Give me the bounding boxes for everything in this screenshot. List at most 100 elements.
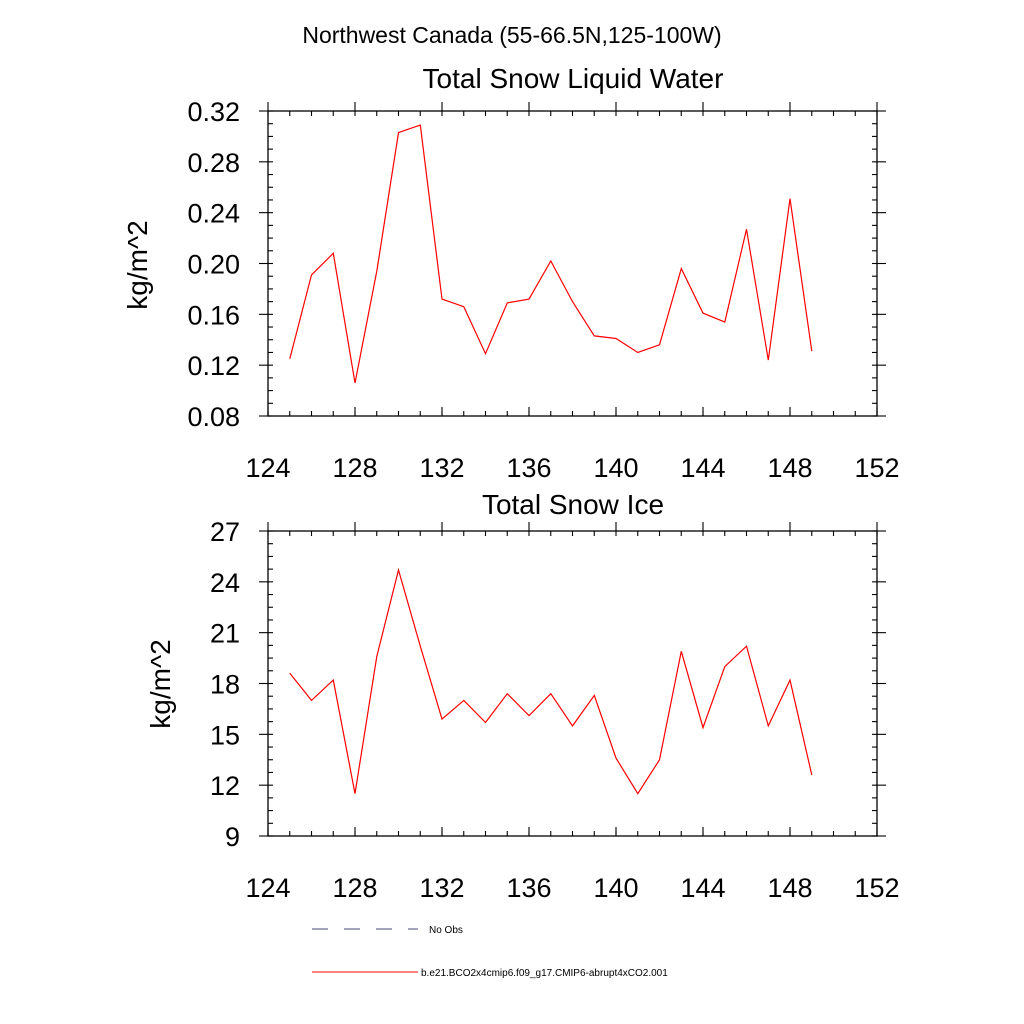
data-point <box>594 695 595 696</box>
data-point <box>637 793 638 794</box>
y-tick-label: 27 <box>210 517 240 547</box>
data-point <box>811 774 812 775</box>
data-point <box>376 271 377 272</box>
plot-frame <box>267 530 878 837</box>
y-tick-label: 0.24 <box>187 199 240 229</box>
data-point <box>789 680 790 681</box>
data-point <box>420 646 421 647</box>
y-axis-tick-labels: 0.08 0.12 0.16 0.20 0.24 0.28 0.32 <box>187 97 240 432</box>
x-tick-label: 128 <box>332 873 377 903</box>
data-point <box>289 673 290 674</box>
x-tick-label: 140 <box>593 873 638 903</box>
x-tick-label: 132 <box>419 453 464 483</box>
panel-snow-ice: Total Snow Ice 124 128 132 136 140 144 148 152 … <box>145 489 900 903</box>
panel-title: Total Snow Ice <box>482 489 664 520</box>
data-point <box>615 338 616 339</box>
legend: No Obs b.e21.BCO2x4cmip6.f09_g17.CMIP6-a… <box>312 925 668 979</box>
data-point <box>550 693 551 694</box>
y-axis-label: kg/m^2 <box>145 639 176 728</box>
y-tick-label: 0.16 <box>187 300 240 330</box>
data-point <box>485 722 486 723</box>
x-axis-tick-labels: 124 128 132 136 140 144 148 152 <box>245 873 899 903</box>
data-point <box>485 353 486 354</box>
x-tick-label: 136 <box>506 873 551 903</box>
x-tick-label: 144 <box>680 453 725 483</box>
data-point <box>354 382 355 383</box>
data-point <box>463 306 464 307</box>
x-tick-label: 140 <box>593 453 638 483</box>
data-point <box>789 198 790 199</box>
data-point <box>507 693 508 694</box>
data-point <box>615 758 616 759</box>
x-axis-tick-labels: 124 128 132 136 140 144 148 152 <box>245 453 899 483</box>
y-tick-label: 24 <box>210 568 240 598</box>
legend-label-model-run: b.e21.BCO2x4cmip6.f09_g17.CMIP6-abrupt4x… <box>421 968 668 979</box>
data-point <box>376 656 377 657</box>
x-tick-label: 152 <box>854 873 899 903</box>
data-point <box>702 727 703 728</box>
data-point <box>463 700 464 701</box>
data-point <box>333 253 334 254</box>
data-point <box>746 646 747 647</box>
data-point <box>528 299 529 300</box>
panel-snow-liquid-water: Total Snow Liquid Water 124 128 132 136 140 1… <box>122 63 900 483</box>
y-tick-label: 21 <box>210 619 240 649</box>
axis-ticks <box>259 102 886 417</box>
data-point <box>659 759 660 760</box>
x-tick-label: 124 <box>245 453 290 483</box>
data-point <box>724 321 725 322</box>
data-point <box>681 651 682 652</box>
data-point <box>659 344 660 345</box>
y-axis-tick-labels: 9 12 15 18 21 24 27 <box>210 517 240 852</box>
x-tick-label: 152 <box>854 453 899 483</box>
y-tick-label: 0.08 <box>187 402 240 432</box>
x-tick-label: 148 <box>767 873 812 903</box>
panel-title: Total Snow Liquid Water <box>423 63 724 94</box>
y-tick-label: 0.32 <box>187 97 240 127</box>
plot-series <box>289 567 813 795</box>
y-tick-label: 12 <box>210 771 240 801</box>
data-point <box>311 700 312 701</box>
y-axis-label: kg/m^2 <box>122 220 153 309</box>
y-tick-label: 0.28 <box>187 148 240 178</box>
figure-title: Northwest Canada (55-66.5N,125-100W) <box>302 22 721 48</box>
data-point <box>572 725 573 726</box>
y-tick-label: 0.20 <box>187 250 240 280</box>
x-tick-label: 124 <box>245 873 290 903</box>
data-point <box>811 351 812 352</box>
data-point <box>746 229 747 230</box>
series-line <box>289 124 813 384</box>
data-point <box>398 569 399 570</box>
data-point <box>398 132 399 133</box>
y-tick-label: 0.12 <box>187 351 240 381</box>
data-point <box>528 715 529 716</box>
data-point <box>354 793 355 794</box>
data-point <box>637 352 638 353</box>
data-point <box>441 719 442 720</box>
y-tick-label: 18 <box>210 670 240 700</box>
data-point <box>441 299 442 300</box>
data-point <box>702 313 703 314</box>
data-point <box>311 274 312 275</box>
data-point <box>681 268 682 269</box>
x-tick-label: 148 <box>767 453 812 483</box>
series-line <box>289 567 813 795</box>
data-point <box>594 335 595 336</box>
data-point <box>333 680 334 681</box>
data-point <box>507 302 508 303</box>
data-point <box>289 358 290 359</box>
data-point <box>420 124 421 125</box>
plot-frame <box>267 110 878 417</box>
x-tick-label: 136 <box>506 453 551 483</box>
legend-label-no-obs: No Obs <box>429 925 463 936</box>
x-tick-label: 144 <box>680 873 725 903</box>
data-point <box>572 301 573 302</box>
data-point <box>768 360 769 361</box>
x-tick-label: 128 <box>332 453 377 483</box>
plot-series <box>289 124 813 384</box>
data-point <box>768 725 769 726</box>
x-tick-label: 132 <box>419 873 464 903</box>
y-tick-label: 9 <box>225 822 240 852</box>
